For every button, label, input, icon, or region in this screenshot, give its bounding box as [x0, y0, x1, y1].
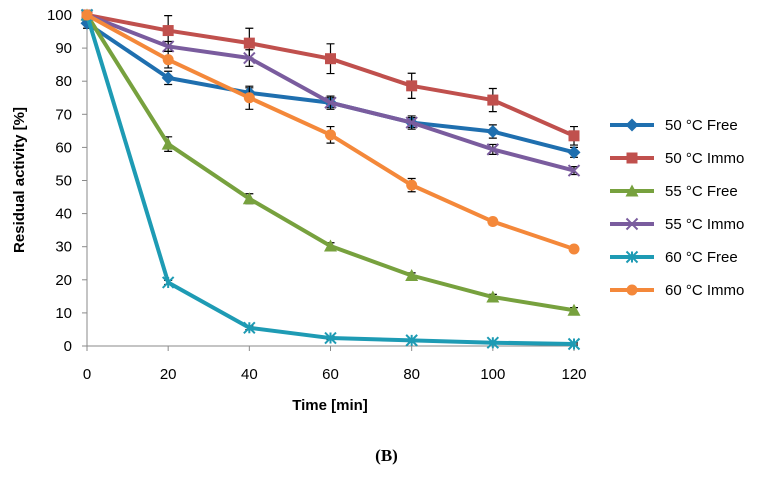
legend-marker: [625, 250, 639, 264]
y-tick-label: 20: [55, 272, 72, 289]
panel-label: (B): [375, 446, 398, 465]
y-tick-label: 90: [55, 40, 72, 57]
legend-marker: [625, 118, 639, 132]
y-tick-label: 50: [55, 173, 72, 190]
data-point: [243, 51, 256, 65]
data-point: [161, 276, 175, 289]
data-point: [567, 337, 581, 351]
legend-label: 60 °C Immo: [665, 282, 744, 299]
data-point: [162, 54, 174, 66]
x-tick-label: 0: [83, 366, 91, 383]
y-tick-label: 80: [55, 73, 72, 90]
axes: 0 10 20 30 40 50 60 70 80 90 100 0 20 40 60 80 100 120: [47, 7, 587, 383]
data-point: [242, 192, 256, 205]
legend-item: 50 °C Free: [610, 117, 738, 134]
data-point: [406, 179, 418, 191]
data-point: [567, 145, 581, 159]
x-tick-label: 60: [322, 366, 339, 383]
data-point: [243, 37, 255, 49]
x-tick-label: 120: [561, 366, 586, 383]
series-55-c-immo: [80, 8, 581, 177]
x-tick-label: 100: [480, 366, 505, 383]
data-point: [406, 80, 418, 92]
legend-label: 55 °C Immo: [665, 216, 744, 233]
data-point: [487, 216, 499, 228]
series-line: [86, 13, 575, 138]
x-tick-label: 20: [160, 366, 177, 383]
data-point: [487, 94, 499, 106]
legend-item: 50 °C Immo: [610, 150, 744, 167]
data-point: [568, 130, 580, 142]
y-tick-label: 0: [64, 338, 72, 355]
legend-item: 60 °C Immo: [610, 282, 744, 299]
data-point: [486, 125, 500, 139]
data-point: [243, 92, 255, 104]
data-point: [567, 164, 581, 177]
y-axis-title: Residual activity [%]: [11, 107, 28, 253]
y-tick-label: 100: [47, 7, 72, 24]
y-tick-label: 10: [55, 305, 72, 322]
data-point: [161, 71, 175, 85]
legend-label: 50 °C Immo: [665, 150, 744, 167]
legend-item: 55 °C Free: [610, 183, 738, 200]
data-point: [81, 9, 93, 21]
data-point: [405, 334, 418, 347]
data-point: [486, 290, 500, 303]
y-tick-label: 60: [55, 139, 72, 156]
data-point: [243, 321, 256, 335]
series-60-c-immo: [81, 9, 580, 255]
y-tick-label: 70: [55, 106, 72, 123]
data-point: [161, 40, 175, 53]
y-tick-label: 40: [55, 206, 72, 223]
data-point: [405, 268, 419, 281]
legend-item: 60 °C Free: [610, 249, 738, 266]
legend-label: 55 °C Free: [665, 183, 738, 200]
legend-item: 55 °C Immo: [610, 216, 744, 233]
data-point: [486, 336, 500, 349]
data-point: [324, 331, 337, 345]
legend-marker: [626, 152, 638, 164]
series-60-c-free: [80, 8, 581, 351]
x-tick-label: 40: [241, 366, 258, 383]
data-point: [325, 129, 336, 141]
data-point: [324, 96, 337, 109]
legend-marker: [625, 217, 639, 231]
series-line: [86, 13, 575, 173]
data-point: [567, 303, 581, 316]
data-point: [568, 243, 580, 255]
x-axis-title: Time [min]: [292, 397, 368, 414]
legend-marker: [626, 284, 638, 296]
series-layer: [80, 8, 581, 351]
data-point: [162, 25, 174, 37]
legend: 50 °C Free 50 °C Immo 55 °C Free 55 °C Immo…: [610, 117, 744, 299]
legend-label: 50 °C Free: [665, 117, 738, 134]
y-tick-label: 30: [55, 239, 72, 256]
x-tick-label: 80: [403, 366, 420, 383]
data-point: [405, 116, 418, 129]
data-point: [324, 239, 337, 252]
legend-label: 60 °C Free: [665, 249, 738, 266]
data-point: [161, 137, 175, 150]
legend-marker: [625, 184, 639, 197]
data-point: [486, 143, 500, 156]
data-point: [325, 53, 336, 65]
